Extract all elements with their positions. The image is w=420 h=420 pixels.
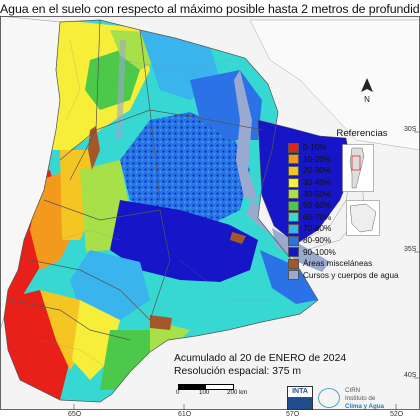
legend-items: 0-10% 10-20% 20-30% 30-40% 40-50% 50-60% 60-70… <box>286 142 418 281</box>
lat-label-40s: 40S <box>404 372 417 379</box>
north-arrow-icon: N <box>361 78 373 104</box>
cirn-logo-icon <box>318 388 340 408</box>
legend-item: 20-30% <box>286 165 418 177</box>
legend-swatch <box>288 223 299 234</box>
legend-item: 90-100% <box>286 246 418 258</box>
legend-item: 10-20% <box>286 154 418 166</box>
province-borders <box>3 19 319 403</box>
legend-item: 60-70% <box>286 212 418 224</box>
legend-swatch <box>288 258 299 269</box>
legend-item: 30-40% <box>286 177 418 189</box>
legend-label: 60-70% <box>303 212 332 222</box>
legend-label: 70-80% <box>303 224 332 234</box>
lon-label-57o: 57O <box>286 411 300 418</box>
legend-label: 20-30% <box>303 166 332 176</box>
legend-swatch <box>288 212 299 223</box>
lat-label-35s: 35S <box>404 246 417 253</box>
legend-label: Áreas misceláneas <box>303 259 373 269</box>
cirn-logo-text: CIRN Instituto de Clima y Agua <box>345 387 384 410</box>
legend-swatch <box>288 154 299 165</box>
scale-tick-0: 0 <box>176 389 180 396</box>
legend-label: Cursos y cuerpos de agua <box>303 270 399 280</box>
legend-item: 40-50% <box>286 188 418 200</box>
lon-label-61o: 61O <box>178 411 192 418</box>
legend: Referencias 0-10% 10-20% 20-30% 30-40% 40-50… <box>286 128 418 281</box>
legend-item: Cursos y cuerpos de agua <box>286 270 418 282</box>
scale-bar: 0 100 200 km <box>174 380 284 402</box>
legend-swatch <box>288 142 299 153</box>
inset-region-map <box>346 200 380 236</box>
lon-label-65o: 65O <box>68 411 82 418</box>
accumulated-date: Acumulado al 20 de ENERO de 2024 <box>174 353 347 364</box>
lat-label-30s: 30S <box>404 126 417 133</box>
inset-argentina-map <box>342 144 374 192</box>
legend-swatch <box>288 200 299 211</box>
legend-item: 0-10% <box>286 142 418 154</box>
legend-item: 70-80% <box>286 223 418 235</box>
spatial-resolution: Resolución espacial: 375 m <box>174 366 302 377</box>
legend-title: Referencias <box>336 128 388 139</box>
scale-segment-2 <box>205 384 234 390</box>
legend-label: 30-40% <box>303 178 332 188</box>
legend-swatch <box>288 270 299 281</box>
legend-item: 80-90% <box>286 235 418 247</box>
department-borders <box>39 39 270 371</box>
legend-label: 0-10% <box>303 143 327 153</box>
scale-tick-100: 100 <box>199 389 210 396</box>
svg-text:N: N <box>364 95 370 104</box>
legend-swatch <box>288 165 299 176</box>
map-title: Agua en el suelo con respecto al máximo … <box>0 2 420 16</box>
legend-label: 80-90% <box>303 236 332 246</box>
legend-label: 90-100% <box>303 247 336 257</box>
legend-swatch <box>288 235 299 246</box>
legend-label: 40-50% <box>303 189 332 199</box>
legend-item: Áreas misceláneas <box>286 258 418 270</box>
legend-swatch <box>288 247 299 258</box>
legend-label: 10-20% <box>303 154 332 164</box>
rio-de-la-plata <box>272 228 330 272</box>
info-block: Acumulado al 20 de ENERO de 2024 Resoluc… <box>174 352 346 378</box>
legend-swatch <box>288 177 299 188</box>
lon-label-52o: 52O <box>390 411 404 418</box>
legend-item: 50-60% <box>286 200 418 212</box>
legend-label: 50-60% <box>303 201 332 211</box>
scale-tick-200: 200 km <box>227 389 248 396</box>
inta-logo: INTA <box>287 386 313 410</box>
legend-swatch <box>288 189 299 200</box>
